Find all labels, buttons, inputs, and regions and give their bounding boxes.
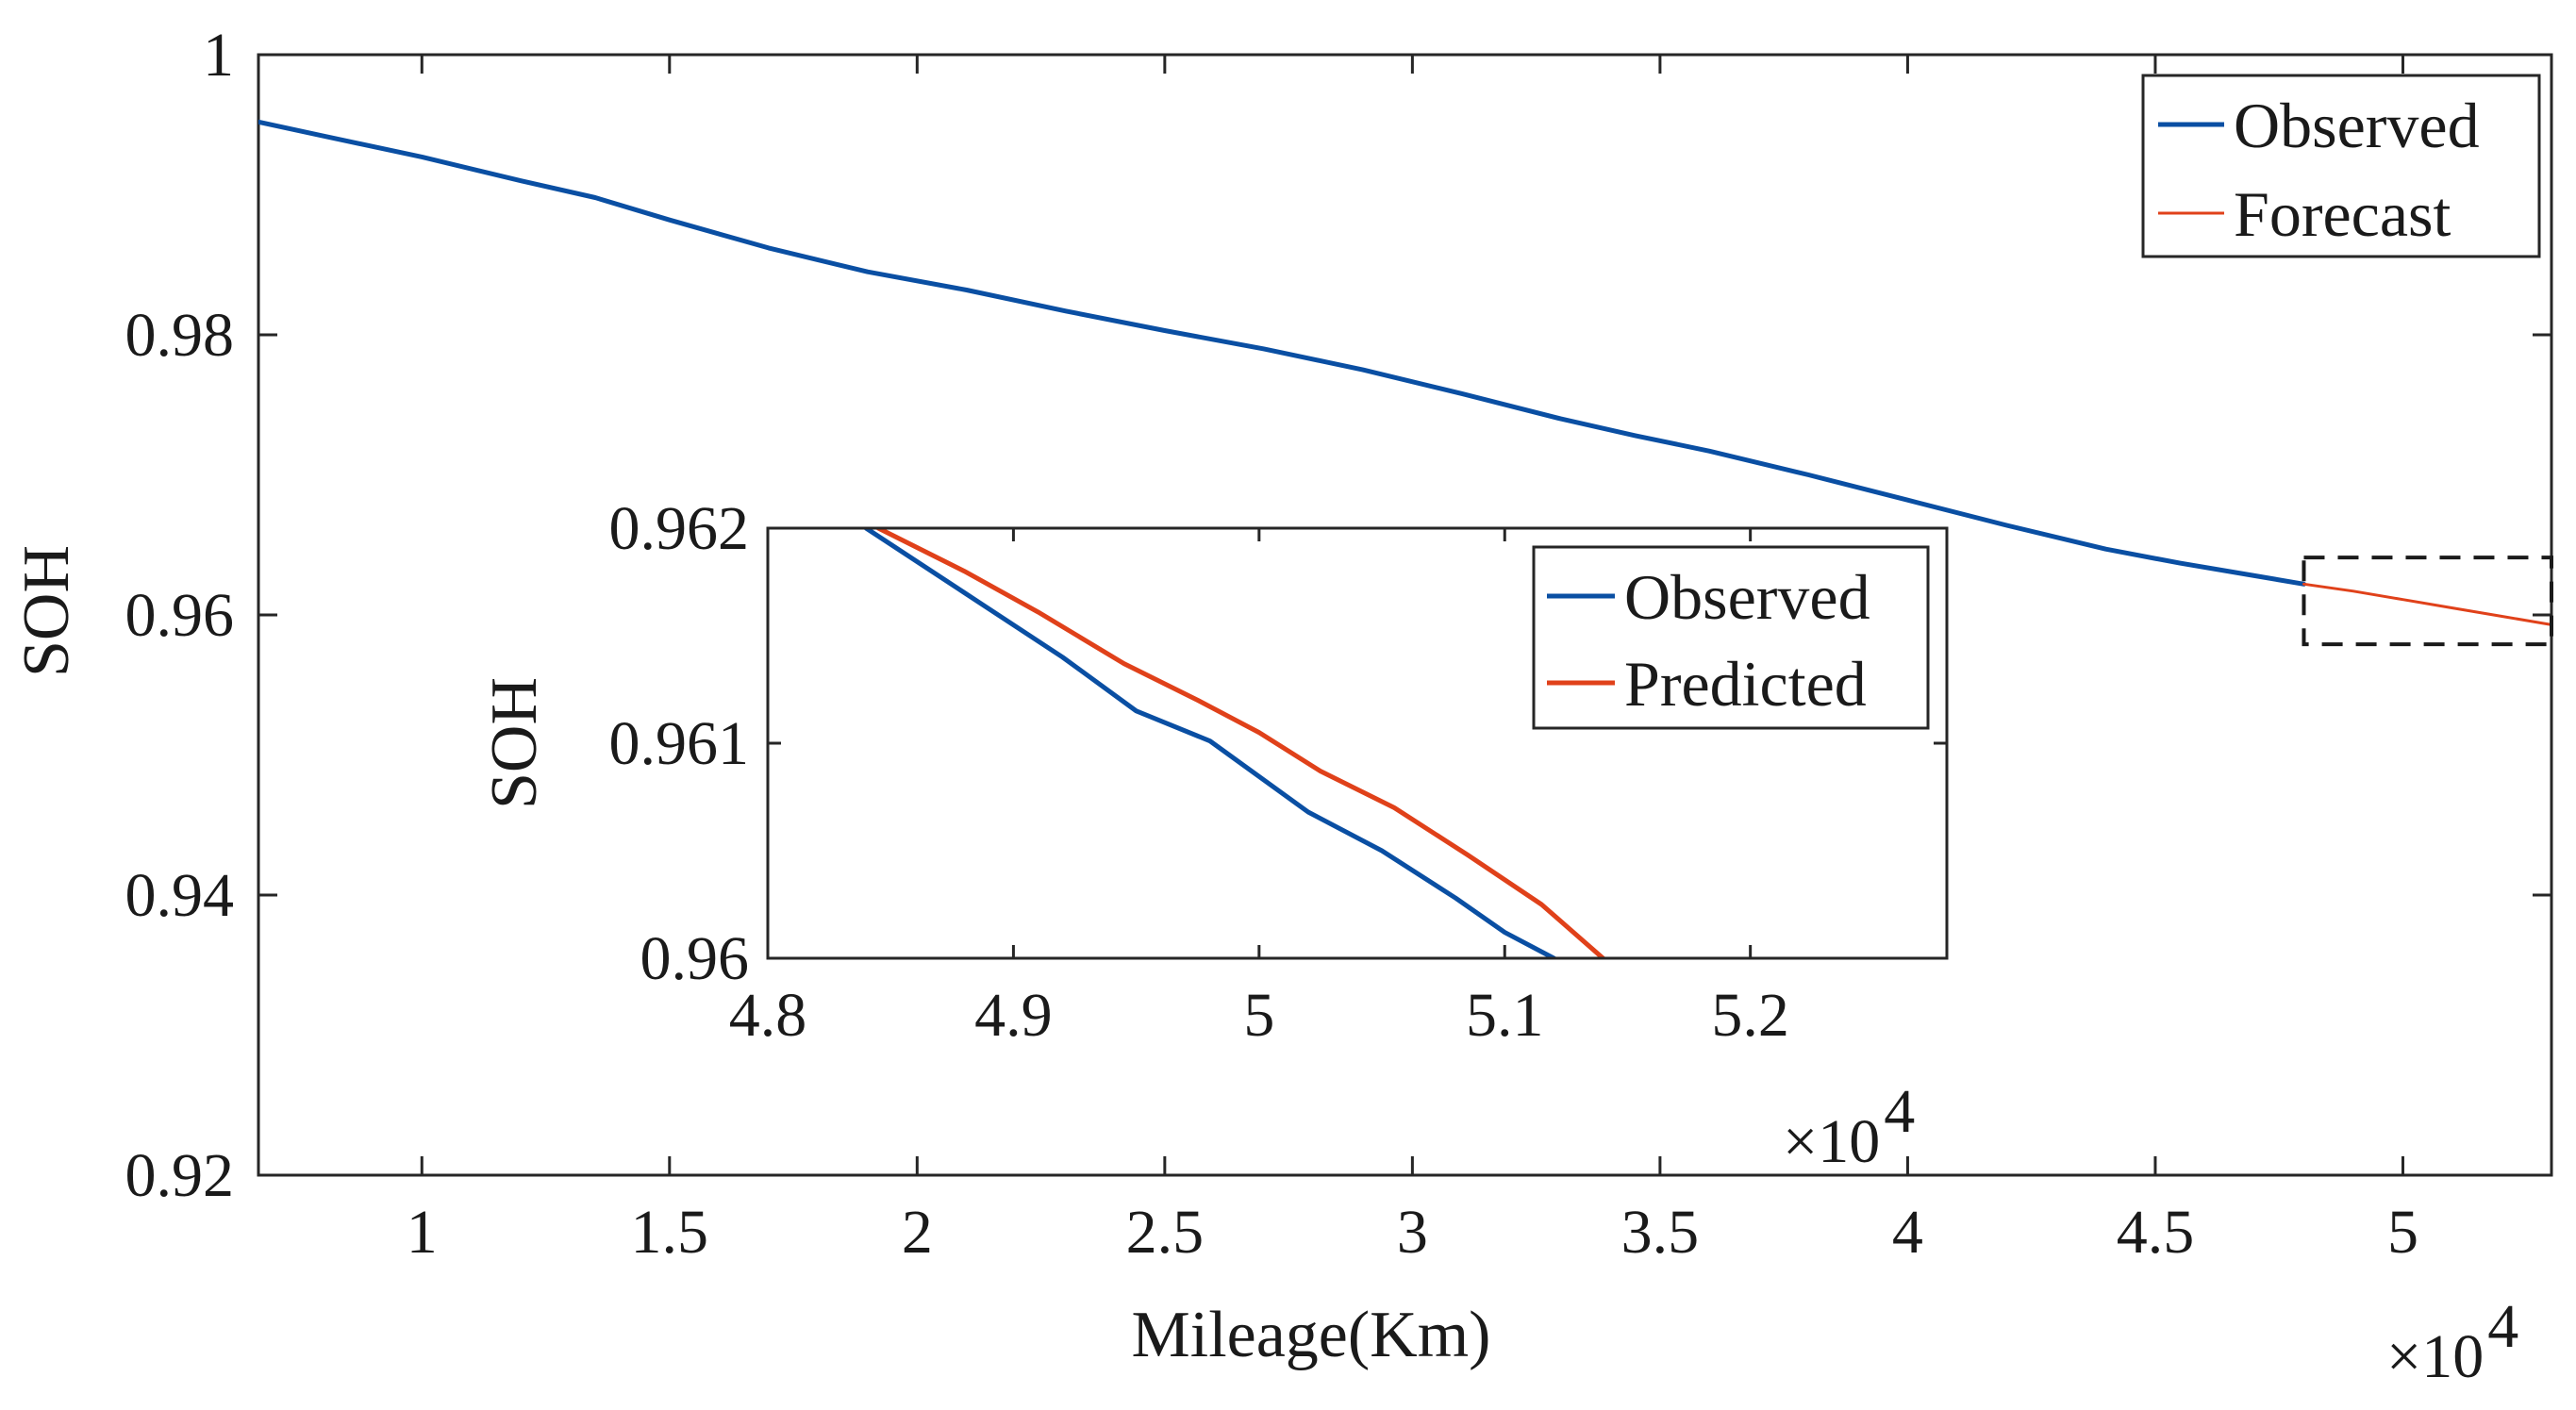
main-x-ticks: 1 1.5 2 2.5 3 3.5 4 4.5 5 bbox=[407, 55, 2418, 1267]
y-tick-label: 0.962 bbox=[609, 494, 750, 563]
inset-legend: Observed Predicted bbox=[1532, 545, 1930, 730]
main-y-axis-label: SOH bbox=[10, 545, 83, 677]
main-legend: Observed Forecast bbox=[2141, 74, 2541, 258]
x-tick-label: 5 bbox=[2387, 1198, 2418, 1267]
x-tick-label: 4 bbox=[1892, 1198, 1923, 1267]
inset-series-group bbox=[863, 528, 1607, 958]
inset-y-axis-label: SOH bbox=[478, 677, 551, 809]
x-tick-label: 2.5 bbox=[1126, 1198, 1205, 1267]
inset-legend-box bbox=[1532, 545, 1930, 730]
y-tick-label: 0.92 bbox=[125, 1141, 235, 1210]
x-tick-label: 2 bbox=[902, 1198, 933, 1267]
y-tick-label: 0.961 bbox=[609, 709, 750, 778]
zoom-highlight-box bbox=[2302, 556, 2553, 647]
inset-x-multiplier-base: ×10 bbox=[1783, 1107, 1880, 1176]
main-y-ticks: 0.92 0.94 0.96 0.98 1 bbox=[125, 21, 2551, 1210]
y-tick-label: 0.96 bbox=[125, 581, 235, 650]
inset-legend-observed-label: Observed bbox=[1624, 561, 1870, 633]
series-line-observed bbox=[258, 119, 2306, 587]
inset-axes: 4.8 4.9 5 5.1 5.2 0.96 0.961 0.962 SOH ×10 4 O… bbox=[478, 494, 1949, 1176]
series-line-forecast bbox=[2302, 582, 2551, 626]
series-line-observed bbox=[863, 528, 1559, 958]
inset-x-ticks: 4.8 4.9 5 5.1 5.2 bbox=[729, 528, 1789, 1050]
inset-y-ticks: 0.96 0.961 0.962 bbox=[609, 494, 1947, 993]
x-tick-label: 1 bbox=[407, 1198, 438, 1267]
legend-forecast-label: Forecast bbox=[2234, 178, 2451, 250]
x-tick-label: 3 bbox=[1397, 1198, 1428, 1267]
x-tick-label: 4.9 bbox=[974, 981, 1053, 1050]
x-tick-label: 5.1 bbox=[1466, 981, 1544, 1050]
inset-x-multiplier-exponent: 4 bbox=[1884, 1077, 1915, 1146]
series-line-predicted bbox=[875, 528, 1607, 958]
x-tick-label: 4.8 bbox=[729, 981, 807, 1050]
x-tick-label: 5 bbox=[1243, 981, 1274, 1050]
y-tick-label: 0.94 bbox=[125, 861, 235, 930]
main-series-group bbox=[258, 119, 2551, 626]
main-x-multiplier-exponent: 4 bbox=[2487, 1292, 2518, 1361]
main-legend-box bbox=[2141, 74, 2541, 258]
x-tick-label: 5.2 bbox=[1711, 981, 1789, 1050]
y-tick-label: 0.96 bbox=[640, 924, 750, 993]
x-tick-label: 1.5 bbox=[631, 1198, 709, 1267]
main-axes: 1 1.5 2 2.5 3 3.5 4 4.5 5 0.92 0.94 0.96 0.98 1 Mile… bbox=[10, 21, 2553, 1391]
legend-observed-label: Observed bbox=[2234, 90, 2480, 161]
y-tick-label: 0.98 bbox=[125, 301, 235, 370]
main-x-multiplier: ×10 4 bbox=[2386, 1292, 2518, 1391]
x-tick-label: 3.5 bbox=[1621, 1198, 1700, 1267]
y-tick-label: 1 bbox=[203, 21, 234, 90]
main-x-multiplier-base: ×10 bbox=[2386, 1322, 2484, 1391]
main-x-axis-label: Mileage(Km) bbox=[1132, 1299, 1491, 1371]
inset-x-multiplier: ×10 4 bbox=[1783, 1077, 1915, 1176]
inset-legend-predicted-label: Predicted bbox=[1624, 648, 1867, 720]
x-tick-label: 4.5 bbox=[2117, 1198, 2195, 1267]
